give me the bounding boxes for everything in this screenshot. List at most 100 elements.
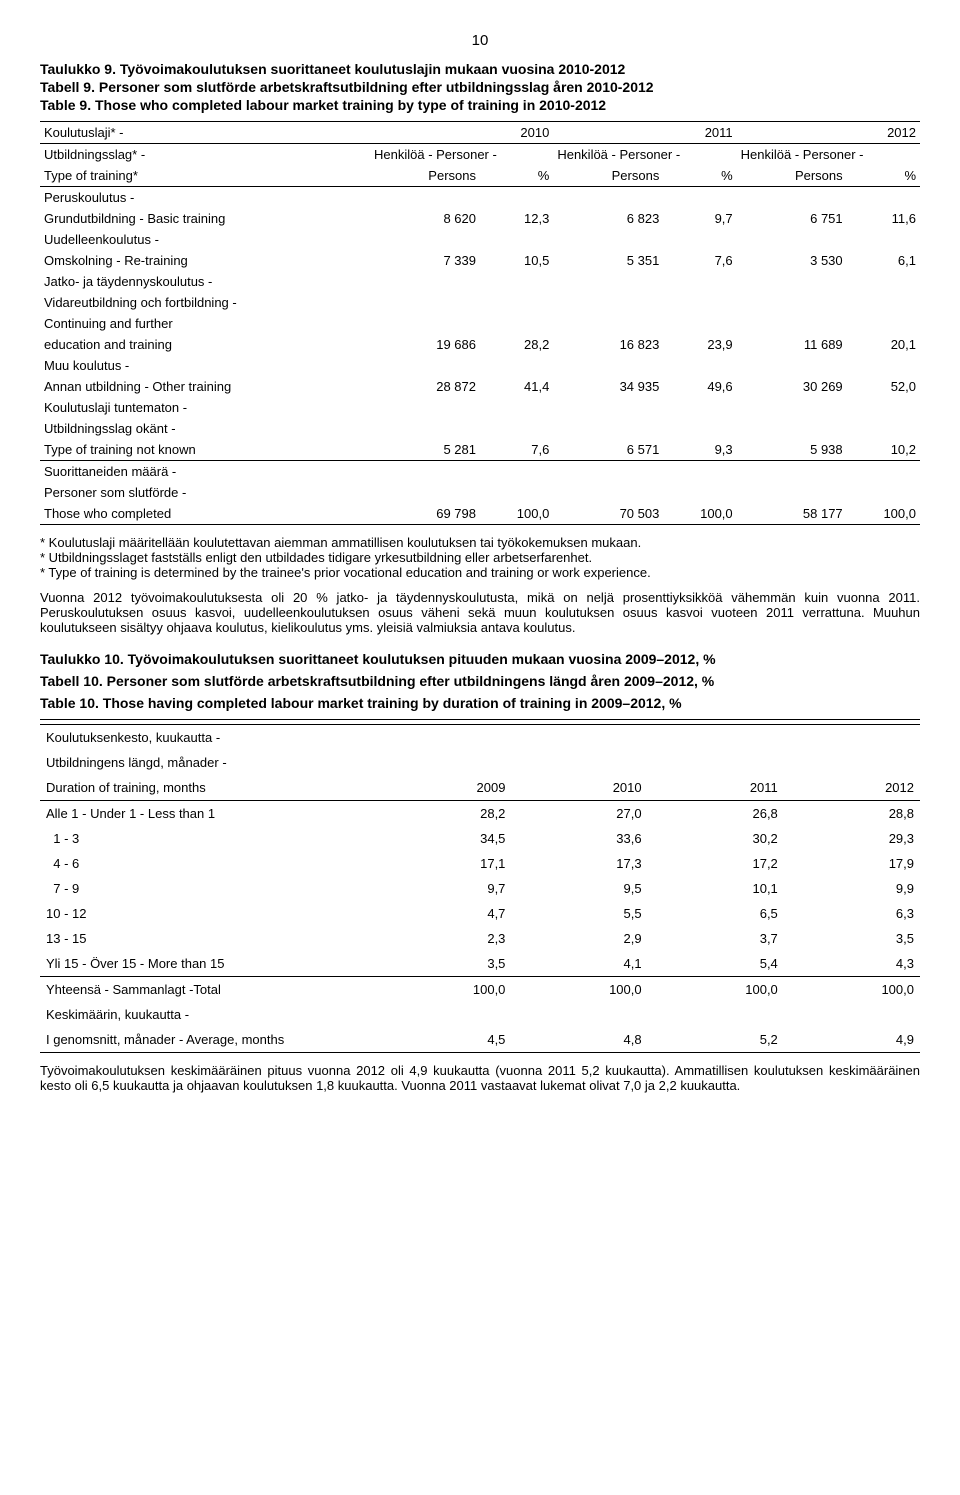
table-cell	[737, 271, 847, 292]
table-cell: 7,6	[663, 250, 736, 271]
t10-avg-2: 5,2	[648, 1027, 784, 1053]
table-row-label: Omskolning - Re-training	[40, 250, 370, 271]
table-cell	[480, 418, 553, 439]
table-cell	[847, 461, 920, 483]
table-cell	[480, 397, 553, 418]
t9-pct-1: %	[480, 165, 553, 187]
table-cell: 41,4	[480, 376, 553, 397]
t10-title-en: Table 10. Those having completed labour …	[40, 695, 920, 711]
table-cell: 100,0	[847, 503, 920, 525]
table-cell	[663, 292, 736, 313]
table-cell	[847, 187, 920, 209]
table-cell: 16 823	[553, 334, 663, 355]
table-cell: 9,3	[663, 439, 736, 461]
table-cell: 17,3	[511, 851, 647, 876]
table-row-label: Annan utbildning - Other training	[40, 376, 370, 397]
table-cell	[737, 397, 847, 418]
table-cell: 3,5	[375, 951, 511, 977]
table-cell: 5 938	[737, 439, 847, 461]
table-cell	[663, 418, 736, 439]
table-cell	[370, 271, 480, 292]
table-cell: 49,6	[663, 376, 736, 397]
table-cell: 19 686	[370, 334, 480, 355]
table-cell	[553, 418, 663, 439]
table-cell: 30,2	[648, 826, 784, 851]
table-row-label: Utbildningsslag okänt -	[40, 418, 370, 439]
table-cell: 6,5	[648, 901, 784, 926]
t9-hdr-l1: Koulutuslaji* -	[40, 122, 370, 144]
table-cell	[737, 482, 847, 503]
t10-hdr-l1: Koulutuksenkesto, kuukautta -	[40, 725, 375, 751]
table-cell: 11,6	[847, 208, 920, 229]
table-cell	[737, 313, 847, 334]
table-cell: 10,5	[480, 250, 553, 271]
t10-avg-3: 4,9	[784, 1027, 920, 1053]
table-cell: 2,9	[511, 926, 647, 951]
table-cell	[553, 229, 663, 250]
table-cell: 6 823	[553, 208, 663, 229]
t10-hdr-l3: Duration of training, months	[40, 775, 375, 801]
table-cell	[553, 482, 663, 503]
t9-year-2010: 2010	[370, 122, 553, 144]
table-cell	[737, 355, 847, 376]
table-cell	[737, 292, 847, 313]
t9-hdr-l3: Type of training*	[40, 165, 370, 187]
table-cell	[553, 313, 663, 334]
t10-total-0: 100,0	[375, 977, 511, 1003]
table-cell: 34 935	[553, 376, 663, 397]
t9-persons-2: Persons	[553, 165, 663, 187]
t10-total-1: 100,0	[511, 977, 647, 1003]
table-row-label: Those who completed	[40, 503, 370, 525]
table-cell	[737, 229, 847, 250]
table-cell	[847, 229, 920, 250]
table-cell: 5 351	[553, 250, 663, 271]
t10-total-label: Yhteensä - Sammanlagt -Total	[40, 977, 375, 1003]
table-cell	[663, 229, 736, 250]
t10-title-sv: Tabell 10. Personer som slutförde arbets…	[40, 673, 920, 689]
table-cell	[370, 313, 480, 334]
table-row-label: Alle 1 - Under 1 - Less than 1	[40, 801, 375, 827]
table-cell	[370, 461, 480, 483]
table-cell: 9,7	[375, 876, 511, 901]
table-cell	[663, 461, 736, 483]
t9-footnote-2: * Utbildningsslaget fastställs enligt de…	[40, 550, 920, 565]
table-cell	[553, 397, 663, 418]
table-cell: 17,2	[648, 851, 784, 876]
table-row-label: Vidareutbildning och fortbildning -	[40, 292, 370, 313]
table-cell	[370, 418, 480, 439]
table-row-label: 1 - 3	[40, 826, 375, 851]
t9-hp-1: Henkilöä - Personer -	[370, 144, 553, 166]
table-cell	[847, 397, 920, 418]
table-cell	[553, 271, 663, 292]
table-row-label: 7 - 9	[40, 876, 375, 901]
table-cell: 10,1	[648, 876, 784, 901]
table-cell	[553, 292, 663, 313]
table-cell	[663, 187, 736, 209]
t10-total-3: 100,0	[784, 977, 920, 1003]
table-cell: 4,7	[375, 901, 511, 926]
table-cell: 70 503	[553, 503, 663, 525]
table-row-label: education and training	[40, 334, 370, 355]
table-cell	[663, 355, 736, 376]
table-row-label: 13 - 15	[40, 926, 375, 951]
table-cell	[553, 355, 663, 376]
table-cell: 29,3	[784, 826, 920, 851]
table-cell	[847, 355, 920, 376]
t10-avg-0: 4,5	[375, 1027, 511, 1053]
table-cell: 33,6	[511, 826, 647, 851]
table-row-label: Type of training not known	[40, 439, 370, 461]
table-cell: 34,5	[375, 826, 511, 851]
table-cell: 28 872	[370, 376, 480, 397]
t10-avg-1: 4,8	[511, 1027, 647, 1053]
table-cell: 6,1	[847, 250, 920, 271]
table-cell: 23,9	[663, 334, 736, 355]
t9-title-sv: Tabell 9. Personer som slutförde arbetsk…	[40, 79, 920, 95]
table-cell	[737, 187, 847, 209]
table-row-label: Continuing and further	[40, 313, 370, 334]
table-cell: 4,1	[511, 951, 647, 977]
table-row-label: Suorittaneiden määrä -	[40, 461, 370, 483]
table-cell: 58 177	[737, 503, 847, 525]
t10-year-1: 2010	[511, 775, 647, 801]
table-cell: 17,9	[784, 851, 920, 876]
table-row-label: Grundutbildning - Basic training	[40, 208, 370, 229]
